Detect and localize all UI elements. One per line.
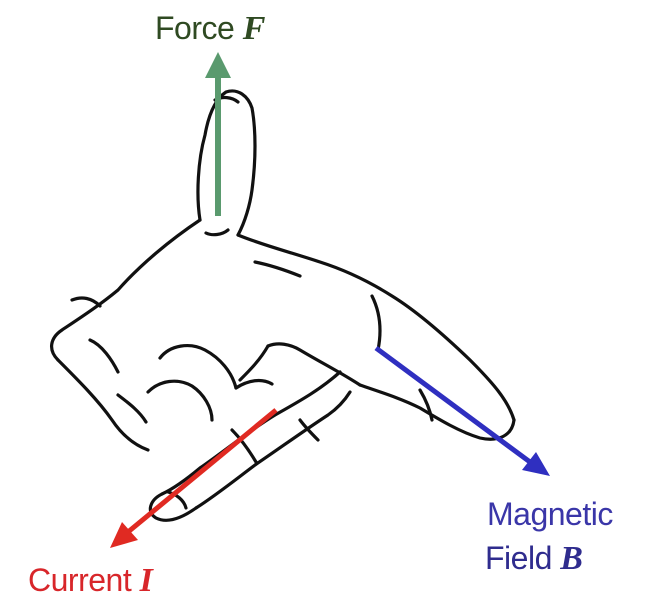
thumb-outline — [196, 89, 257, 237]
palm-lower-crease — [116, 393, 148, 424]
palm-inner-curve — [88, 338, 120, 374]
index-crease — [253, 260, 302, 278]
middle-joint — [298, 418, 320, 442]
palm-outline — [50, 218, 202, 362]
current-arrow-icon — [110, 408, 278, 548]
index-finger-bottom — [266, 342, 362, 387]
curled-knuckle — [230, 428, 258, 464]
middle-finger-bottom — [194, 390, 352, 510]
thumb-crease — [204, 228, 230, 237]
curled-finger-1 — [158, 343, 238, 390]
index-finger-tip — [358, 383, 516, 441]
palm-knuckle-left — [70, 296, 102, 308]
current-symbol: I — [139, 562, 153, 599]
magnetic-field-label-line1: Magnetic — [487, 496, 613, 532]
current-label-text: Current — [28, 562, 140, 598]
magnetic-field-arrow-icon — [374, 345, 550, 476]
wrist-bump — [238, 344, 270, 382]
middle-finger-tip — [148, 492, 198, 522]
current-label: Current I — [28, 562, 153, 599]
left-hand-sketch-icon — [50, 89, 516, 522]
magnetic-field-label-line2: Field B — [485, 540, 583, 577]
index-knuckle-line — [370, 294, 382, 352]
index-joint-line — [418, 388, 434, 422]
force-label-text: Force — [155, 10, 243, 46]
index-finger-top — [236, 233, 516, 422]
force-symbol: F — [242, 10, 266, 47]
palm-lower — [56, 358, 150, 452]
curled-finger-2 — [146, 379, 214, 422]
curled-finger-3 — [234, 378, 274, 390]
middle-nail — [166, 490, 188, 510]
force-arrow-icon — [205, 52, 231, 216]
field-symbol: B — [560, 540, 583, 577]
field-label-text: Field — [485, 540, 561, 576]
force-label: Force F — [155, 10, 265, 47]
